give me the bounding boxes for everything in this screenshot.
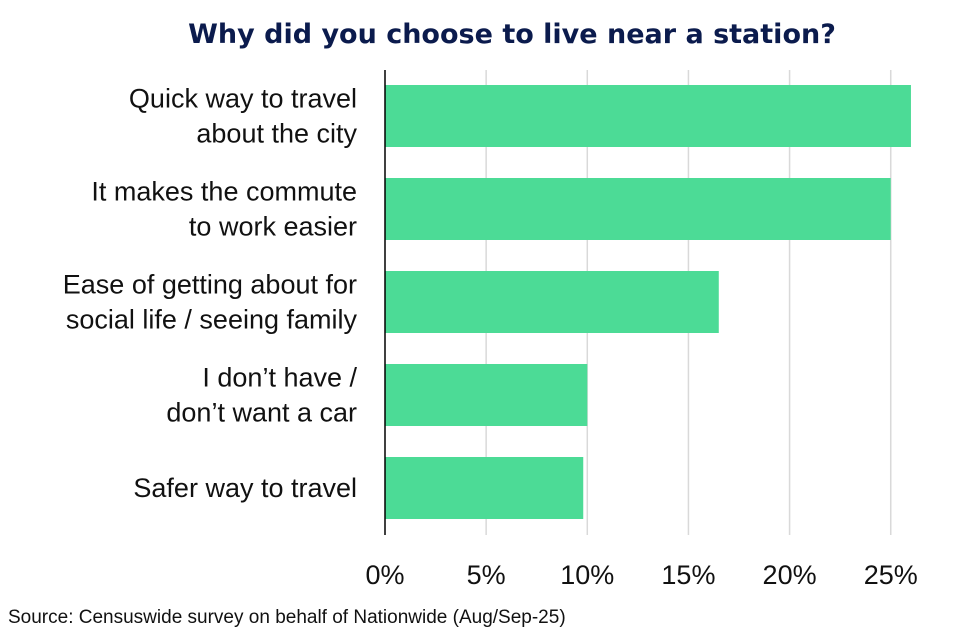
- x-tick-label-25pct: 25%: [864, 560, 918, 590]
- x-tick-label-5pct: 5%: [467, 560, 506, 590]
- category-label-line: Ease of getting about for: [63, 270, 357, 300]
- x-tick-label-15pct: 15%: [661, 560, 715, 590]
- bar-0: [385, 85, 911, 147]
- category-label-line: don’t want a car: [166, 398, 357, 428]
- category-label-3: I don’t have / don’t want a car: [166, 363, 357, 428]
- chart-title: Why did you choose to live near a statio…: [188, 19, 836, 50]
- category-label-line: about the city: [196, 119, 357, 149]
- category-label-4: Safer way to travel: [133, 473, 357, 503]
- category-label-1: It makes the commute to work easier: [91, 177, 357, 242]
- source-note: Source: Censuswide survey on behalf of N…: [8, 607, 566, 628]
- x-tick-label-20pct: 20%: [763, 560, 817, 590]
- category-label-line: I don’t have /: [202, 363, 357, 393]
- category-label-2: Ease of getting about for social life / s…: [63, 270, 358, 335]
- bar-1: [385, 178, 891, 240]
- x-tick-label-10pct: 10%: [560, 560, 614, 590]
- category-label-0: Quick way to travel about the city: [129, 84, 358, 149]
- bar-4: [385, 457, 584, 519]
- bars: [385, 85, 911, 519]
- bar-2: [385, 271, 719, 333]
- category-label-line: social life / seeing family: [66, 305, 358, 335]
- category-label-line: Safer way to travel: [133, 473, 357, 503]
- category-label-line: It makes the commute: [91, 177, 357, 207]
- x-tick-labels: 0% 5% 10% 15% 20% 25%: [365, 560, 917, 590]
- category-label-line: Quick way to travel: [129, 84, 357, 114]
- x-tick-label-0pct: 0%: [365, 560, 404, 590]
- category-label-line: to work easier: [189, 212, 357, 242]
- category-labels: Quick way to travel about the city It make…: [63, 84, 358, 504]
- bar-3: [385, 364, 588, 426]
